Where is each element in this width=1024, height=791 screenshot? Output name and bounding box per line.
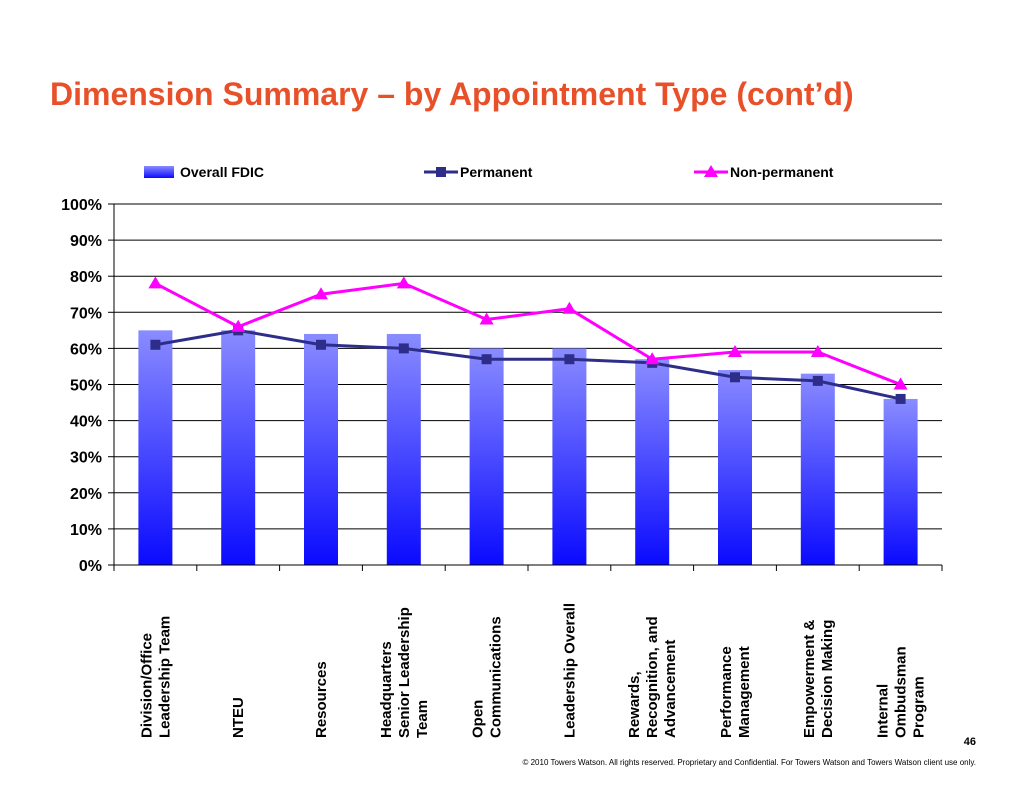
point-triangle [314, 287, 328, 300]
x-category-label-line: Recognition, and [644, 616, 661, 738]
y-tick-label: 70% [70, 305, 102, 322]
y-tick-label: 40% [70, 414, 102, 431]
x-category-label-line: Performance [718, 646, 735, 738]
point-square [316, 339, 326, 350]
legend-swatch-bar [144, 166, 174, 178]
x-category-label-line: Ombudsman [893, 646, 910, 738]
line-square [155, 328, 901, 401]
point-triangle [479, 312, 494, 325]
point-square [812, 375, 823, 386]
x-category-label-line: Management [736, 646, 753, 738]
legend-marker-triangle [704, 165, 718, 177]
chart-axes: 0% 10% 20% 30% 40% 50% 60% 70% 80% 90% 100% [61, 197, 943, 575]
x-axis-labels: Division/Office Leadership Team NTEU Resour… [138, 603, 927, 738]
legend-label: Permanent [460, 164, 533, 180]
legend-label: Overall FDIC [180, 164, 264, 180]
line-series [148, 276, 908, 404]
y-tick-label: 20% [70, 486, 102, 503]
x-category-label-line: Division/Office [138, 633, 155, 738]
point-triangle [231, 319, 246, 332]
point-square [895, 393, 906, 404]
y-tick-label: 10% [70, 522, 102, 539]
point-triangle [810, 345, 825, 358]
y-tick-label: 100% [61, 197, 102, 214]
bar [386, 333, 421, 565]
point-triangle [728, 345, 742, 358]
y-tick-label: 60% [70, 341, 102, 358]
point-square [481, 354, 492, 365]
bar [304, 333, 338, 565]
bar-series [138, 330, 918, 565]
point-triangle [396, 276, 411, 289]
y-tick-label: 30% [70, 450, 102, 467]
line-triangle [154, 281, 902, 386]
point-square [730, 372, 740, 383]
x-category-label-line: Internal [875, 684, 892, 738]
y-tick-label: 0% [79, 558, 102, 575]
point-square [150, 339, 161, 350]
bar [221, 330, 256, 565]
chart: Overall FDIC Permanent Non-permanent 0% 10%… [61, 164, 943, 738]
point-square [398, 343, 409, 354]
page-number: 46 [963, 736, 976, 748]
point-square [564, 354, 575, 365]
page-title: Dimension Summary – by Appointment Type … [50, 76, 854, 112]
x-category-label-line: NTEU [230, 697, 247, 738]
x-category-label-line: Leadership Overall [561, 603, 578, 738]
bar [138, 330, 173, 565]
x-category-label-line: Resources [313, 661, 330, 738]
bar [800, 373, 835, 565]
x-category-label-line: Advancement [662, 640, 679, 738]
x-category-label-line: Program [911, 676, 928, 738]
bar [469, 348, 504, 565]
bar [718, 370, 752, 565]
x-category-label-line: Decision Making [819, 620, 836, 738]
x-category-label-line: Team [414, 700, 431, 738]
y-tick-label: 90% [70, 233, 102, 250]
point-triangle [645, 352, 660, 365]
chart-legend: Overall FDIC Permanent Non-permanent [144, 164, 834, 180]
x-category-label-line: Empowerment & [801, 619, 818, 738]
y-tick-label: 50% [70, 378, 102, 395]
bar [635, 359, 670, 565]
x-category-label-line: Headquarters [378, 641, 395, 738]
x-category-label-line: Communications [488, 616, 505, 738]
legend-label: Non-permanent [730, 164, 834, 180]
x-category-label-line: Senior Leadership [396, 607, 413, 738]
x-category-label-line: Rewards, [626, 671, 643, 738]
point-triangle [893, 377, 908, 390]
bar [883, 398, 918, 565]
x-category-label-line: Leadership Team [156, 616, 173, 738]
x-category-label-line: Open [470, 700, 487, 738]
point-triangle [148, 276, 163, 289]
bar [552, 348, 587, 565]
point-triangle [562, 301, 577, 314]
copyright-footer: © 2010 Towers Watson. All rights reserve… [522, 758, 976, 767]
y-tick-label: 80% [70, 269, 102, 286]
legend-marker-square [436, 167, 446, 177]
